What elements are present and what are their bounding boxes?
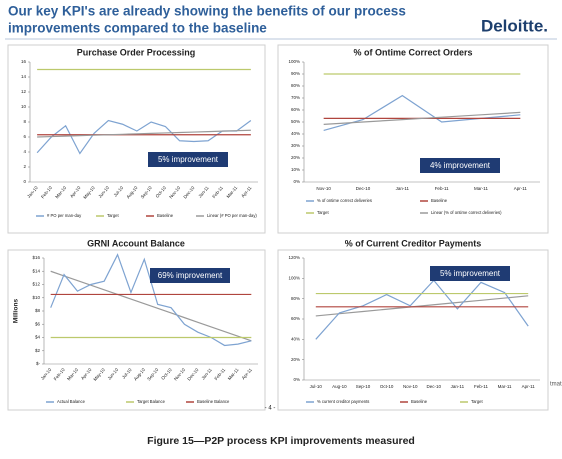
chart-title: % of Ontime Correct Orders bbox=[353, 47, 472, 57]
legend-label: Baseline bbox=[431, 198, 448, 203]
y-tick-label: 20% bbox=[291, 357, 300, 362]
logo: Deloitte. bbox=[481, 16, 548, 35]
y-axis-label: Millions bbox=[13, 299, 20, 324]
panel bbox=[7, 44, 266, 234]
x-tick-label: Nov-10 bbox=[316, 186, 331, 191]
legend-label: Actual Balance bbox=[57, 399, 86, 404]
y-tick-label: 30% bbox=[291, 143, 300, 148]
y-tick-label: $2 bbox=[35, 348, 41, 353]
y-tick-label: 100% bbox=[288, 59, 300, 64]
y-tick-label: 0 bbox=[23, 179, 26, 184]
legend-label: Target bbox=[107, 213, 119, 218]
x-tick-label: Feb-11 bbox=[435, 186, 449, 191]
legend-label: Baseline bbox=[157, 213, 174, 218]
legend-label: Linear (% of ontime correct deliveries) bbox=[431, 210, 502, 215]
annotation-box bbox=[148, 152, 228, 167]
side-text: tmatsu bbox=[550, 382, 562, 388]
panel bbox=[277, 44, 549, 234]
series-line bbox=[36, 119, 252, 155]
annotation: 69% improvement bbox=[158, 271, 223, 280]
x-tick-label: Apr-11 bbox=[522, 384, 536, 389]
legend-label: Target bbox=[471, 399, 483, 404]
y-tick-label: 100% bbox=[288, 276, 300, 281]
y-tick-label: 80% bbox=[291, 83, 300, 88]
y-tick-label: 20% bbox=[291, 155, 300, 160]
y-tick-label: $16 bbox=[32, 255, 40, 260]
trend-line bbox=[315, 295, 529, 317]
y-tick-label: 8 bbox=[23, 119, 26, 124]
y-tick-label: 120% bbox=[288, 255, 300, 260]
caption: Figure 15—P2P process KPI improvements m… bbox=[147, 435, 415, 447]
slide-title: improvements compared to the baseline bbox=[8, 21, 267, 36]
y-tick-label: 50% bbox=[291, 119, 300, 124]
y-tick-label: 14 bbox=[21, 74, 27, 79]
trend-line bbox=[50, 270, 252, 342]
y-tick-label: $14 bbox=[32, 268, 40, 273]
y-tick-label: 0% bbox=[293, 179, 300, 184]
y-tick-label: 60% bbox=[291, 316, 300, 321]
chart-title: % of Current Creditor Payments bbox=[345, 238, 482, 248]
y-tick-label: 60% bbox=[291, 107, 300, 112]
y-tick-label: $4 bbox=[35, 335, 41, 340]
x-tick-label: Mar-11 bbox=[498, 384, 512, 389]
x-tick-label: Aug-10 bbox=[332, 384, 347, 389]
y-tick-label: 6 bbox=[23, 134, 26, 139]
y-tick-label: 80% bbox=[291, 296, 300, 301]
y-tick-label: 12 bbox=[21, 89, 27, 94]
annotation: 5% improvement bbox=[440, 269, 501, 278]
series-line bbox=[37, 129, 251, 138]
legend-label: Target bbox=[317, 210, 329, 215]
x-tick-label: Mar-11 bbox=[474, 186, 488, 191]
y-tick-label: 40% bbox=[291, 131, 300, 136]
y-tick-label: $- bbox=[36, 361, 41, 366]
x-tick-label: Apr-11 bbox=[514, 186, 528, 191]
legend-label: Target Balance bbox=[137, 399, 166, 404]
chart-title: Purchase Order Processing bbox=[77, 47, 196, 57]
y-tick-label: 90% bbox=[291, 71, 300, 76]
annotation-box bbox=[150, 268, 230, 283]
x-tick-label: Nov-10 bbox=[403, 384, 418, 389]
y-tick-label: 70% bbox=[291, 95, 300, 100]
annotation: 5% improvement bbox=[158, 155, 219, 164]
y-tick-label: $8 bbox=[35, 308, 41, 313]
annotation-box bbox=[420, 158, 500, 173]
legend-label: Baseline Balance bbox=[197, 399, 230, 404]
x-tick-label: Feb-11 bbox=[474, 384, 488, 389]
y-tick-label: $10 bbox=[32, 295, 40, 300]
y-tick-label: 10 bbox=[21, 104, 27, 109]
x-tick-label: Sep-10 bbox=[356, 384, 371, 389]
chart-title: GRNI Account Balance bbox=[87, 238, 185, 248]
slide-title: Our key KPI's are already showing the be… bbox=[8, 4, 406, 19]
x-tick-label: Jan-11 bbox=[396, 186, 410, 191]
y-tick-label: 4 bbox=[23, 149, 26, 154]
annotation-box bbox=[430, 266, 510, 281]
panel bbox=[277, 249, 549, 411]
series-line bbox=[323, 111, 521, 125]
legend-label: % current creditor payments bbox=[317, 399, 369, 404]
annotation: 4% improvement bbox=[430, 161, 491, 170]
legend-label: Linear (# PO per man-day) bbox=[207, 213, 257, 218]
x-tick-label: Jul-10 bbox=[310, 384, 323, 389]
x-tick-label: Oct-10 bbox=[380, 384, 394, 389]
legend-label: Baseline bbox=[411, 399, 428, 404]
x-tick-label: Dec-10 bbox=[356, 186, 371, 191]
page-number: - 4 - bbox=[265, 406, 276, 412]
y-tick-label: $12 bbox=[32, 282, 40, 287]
y-tick-label: 40% bbox=[291, 337, 300, 342]
y-tick-label: 2 bbox=[23, 164, 26, 169]
y-tick-label: 10% bbox=[291, 167, 300, 172]
x-tick-label: Jan-11 bbox=[451, 384, 465, 389]
y-tick-label: $6 bbox=[35, 321, 41, 326]
y-tick-label: 16 bbox=[21, 59, 27, 64]
legend-label: # PO per man-day bbox=[47, 213, 82, 218]
y-tick-label: 0% bbox=[293, 377, 300, 382]
legend-label: % of ontime correct deliveries bbox=[317, 198, 372, 203]
x-tick-label: Dec-10 bbox=[427, 384, 442, 389]
